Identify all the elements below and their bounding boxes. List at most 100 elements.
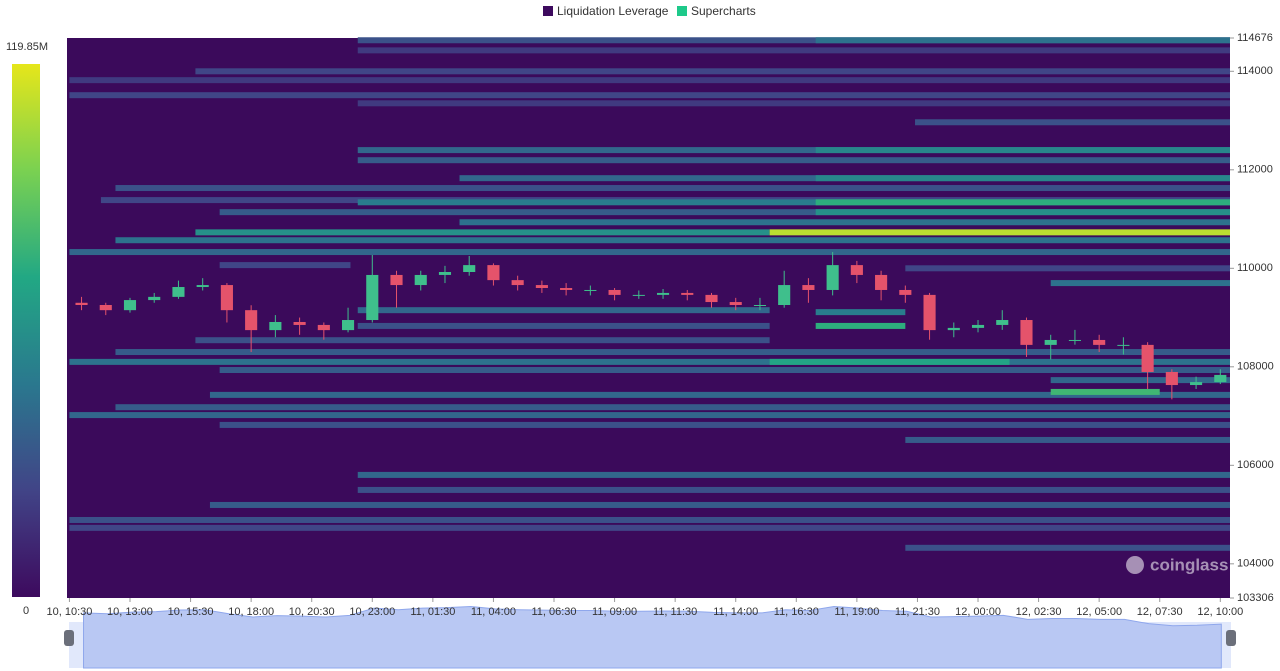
candle-body: [99, 304, 112, 311]
heat-band: [459, 219, 1230, 226]
legend-swatch[interactable]: [677, 6, 687, 16]
candle-body: [1165, 371, 1178, 386]
heat-band: [357, 37, 1230, 44]
candle-body: [342, 320, 355, 331]
x-tick-label: 12, 10:00: [1197, 606, 1243, 618]
candle-body: [608, 289, 621, 295]
heat-band: [115, 185, 1230, 192]
heat-band: [69, 358, 1230, 365]
navigator-handle[interactable]: [64, 630, 74, 646]
watermark: coinglass: [1150, 555, 1228, 574]
heat-band: [815, 147, 1230, 154]
heat-band: [195, 337, 770, 344]
heat-band: [209, 501, 1230, 508]
heat-band: [357, 322, 770, 329]
heat-band: [769, 358, 1010, 365]
candle-body: [899, 289, 912, 295]
heat-band: [69, 249, 1230, 256]
heat-band: [1050, 280, 1230, 287]
heat-band: [195, 68, 1231, 75]
x-tick-label: 11, 21:30: [895, 606, 940, 618]
y-tick-label: 108000: [1237, 361, 1274, 373]
candle-body: [1214, 374, 1227, 383]
heat-band: [209, 391, 1230, 398]
heat-band: [1050, 388, 1160, 395]
y-tick-label: 106000: [1237, 459, 1274, 471]
legend-swatch[interactable]: [543, 6, 553, 16]
x-tick-label: 10, 23:00: [349, 606, 395, 618]
candle-body: [148, 296, 161, 301]
candle-body: [1093, 339, 1106, 345]
heat-band: [357, 307, 770, 314]
candle-body: [802, 285, 815, 290]
candle-body: [584, 289, 597, 291]
candle-body: [1068, 339, 1081, 341]
colorbar: [12, 64, 40, 597]
candle-body: [245, 310, 258, 331]
heat-band: [115, 404, 1230, 411]
candle-body: [971, 324, 985, 328]
heat-band: [219, 367, 1231, 374]
candle-body: [947, 327, 960, 331]
x-tick-label: 11, 11:30: [653, 606, 697, 618]
heat-band: [219, 421, 1231, 428]
x-tick-label: 11, 09:00: [592, 606, 637, 618]
candle-body: [1141, 344, 1154, 372]
candle-body: [705, 294, 718, 303]
candle-body: [220, 285, 233, 311]
heat-band: [905, 265, 1230, 272]
x-tick-label: 12, 00:00: [955, 606, 1001, 618]
x-tick-label: 11, 19:00: [834, 606, 879, 618]
legend-label[interactable]: Supercharts: [691, 4, 756, 18]
y-tick-label: 114000: [1237, 65, 1273, 77]
y-tick-label: 112000: [1237, 164, 1273, 176]
y-tick-label: 110000: [1237, 262, 1273, 274]
heat-band: [905, 544, 1230, 551]
candle-body: [414, 274, 427, 286]
candle-body: [487, 265, 500, 281]
candle-body: [729, 302, 742, 305]
candle-body: [269, 321, 282, 331]
candle-body: [656, 292, 670, 295]
heat-band: [195, 229, 770, 236]
heat-band: [115, 237, 1230, 244]
x-tick-label: 10, 10:30: [46, 606, 92, 618]
candle-body: [438, 271, 452, 275]
legend-label[interactable]: Liquidation Leverage: [557, 4, 669, 18]
candle-body: [535, 285, 548, 289]
candle-body: [463, 265, 476, 272]
heat-band: [357, 157, 1230, 164]
candle-body: [390, 274, 403, 286]
x-tick-label: 10, 13:00: [107, 606, 153, 618]
heat-band: [357, 147, 1230, 154]
watermark-logo: [1126, 556, 1144, 574]
candle-body: [172, 287, 185, 297]
candle-body: [778, 285, 791, 305]
candle-body: [293, 321, 306, 325]
heat-band: [815, 322, 906, 329]
candle-body: [875, 274, 888, 290]
heat-band: [219, 262, 351, 269]
navigator-area: [83, 605, 1222, 669]
colorbar-min-label: 0: [23, 605, 29, 617]
x-tick-label: 11, 16:30: [774, 606, 819, 618]
heat-band: [357, 100, 1230, 107]
heat-band: [905, 436, 1230, 443]
candle-body: [75, 302, 88, 305]
candle-body: [366, 274, 379, 321]
heat-band: [769, 229, 1230, 236]
navigator-handle[interactable]: [1226, 630, 1236, 646]
x-tick-label: 12, 02:30: [1016, 606, 1062, 618]
y-tick-label: 103306: [1237, 592, 1274, 604]
x-tick-label: 12, 05:00: [1076, 606, 1122, 618]
candle-body: [850, 265, 863, 275]
heat-band: [69, 77, 1230, 84]
candle-body: [1044, 339, 1057, 345]
candle-body: [560, 288, 573, 290]
x-tick-label: 11, 06:30: [531, 606, 576, 618]
candle-body: [1117, 344, 1130, 346]
x-tick-label: 11, 04:00: [471, 606, 516, 618]
x-tick-label: 12, 07:30: [1137, 606, 1183, 618]
candle-body: [196, 285, 209, 288]
